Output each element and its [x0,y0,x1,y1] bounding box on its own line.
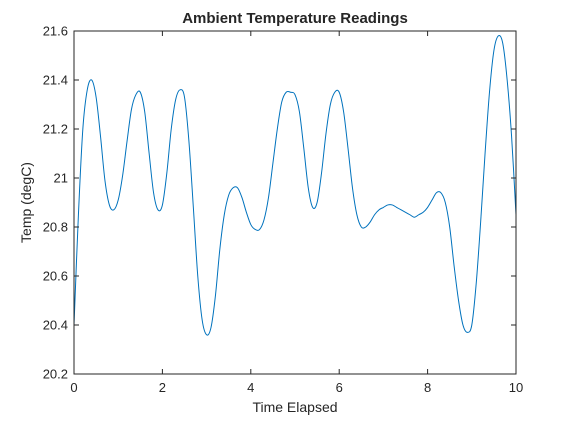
y-tick-label: 21.4 [43,73,68,88]
y-tick-label: 20.4 [43,318,68,333]
x-tick-label: 0 [70,380,77,395]
y-axis-label: Temp (degC) [18,162,34,243]
y-tick-label: 20.2 [43,367,68,382]
y-tick-label: 21 [54,171,68,186]
x-axis-label: Time Elapsed [252,399,337,415]
y-tick-label: 21.6 [43,24,68,39]
plot-area-background [74,31,516,374]
chart-title: Ambient Temperature Readings [182,10,408,27]
x-tick-label: 8 [424,380,431,395]
y-tick-label: 20.6 [43,269,68,284]
y-tick-label: 21.2 [43,122,68,137]
temperature-series-line [73,35,517,336]
y-axis-ticks: 20.2 20.4 20.6 20.8 21 21.2 21.4 21.6 [43,24,516,382]
y-tick-label: 20.8 [43,220,68,235]
series-layer [73,35,517,336]
x-tick-label: 2 [159,380,166,395]
x-axis-ticks: 0 2 4 6 8 10 [70,31,523,395]
x-tick-label: 10 [509,380,523,395]
plot-area-box [73,30,517,375]
x-tick-label: 4 [247,380,254,395]
x-tick-label: 6 [336,380,343,395]
